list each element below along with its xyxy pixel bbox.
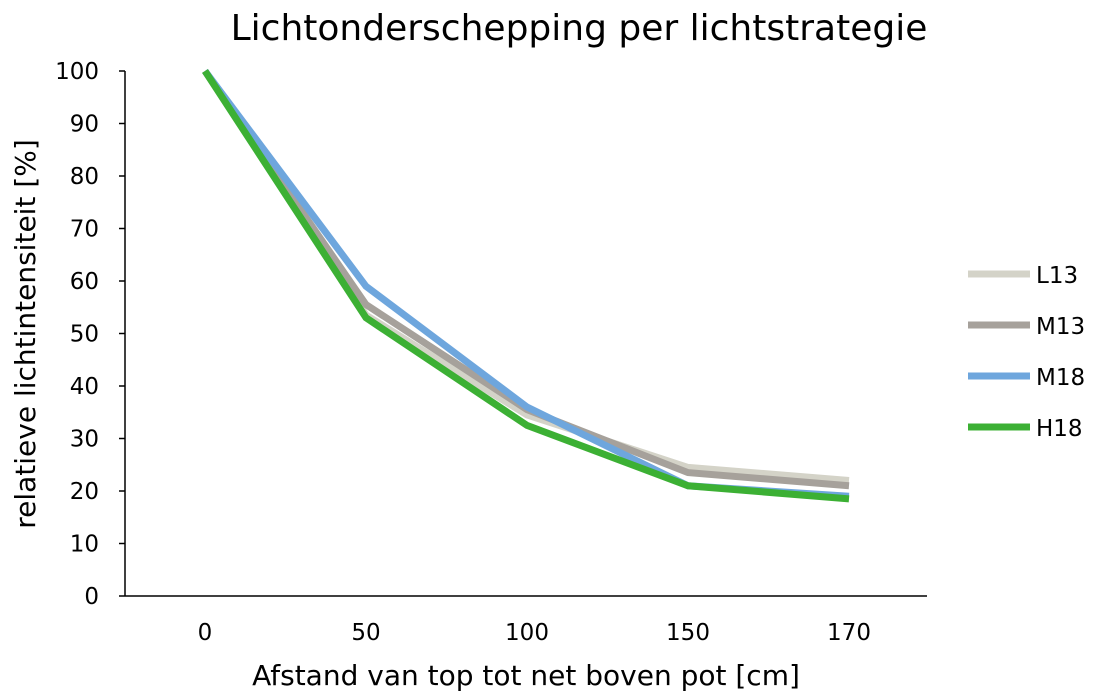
legend-label-l13: L13 xyxy=(1036,263,1078,289)
x-tick-label: 0 xyxy=(198,620,213,646)
y-axis-title: relatieve lichtintensiteit [%] xyxy=(9,139,42,529)
y-axis: 0 10 20 30 40 50 60 70 80 90 100 xyxy=(55,59,126,610)
y-tick-label: 0 xyxy=(84,584,99,610)
y-tick-label: 10 xyxy=(70,532,99,558)
y-tick-label: 60 xyxy=(70,269,99,295)
legend-label-m13: M13 xyxy=(1036,314,1085,340)
y-tick-label: 80 xyxy=(70,164,99,190)
series-line-h18 xyxy=(202,69,850,503)
y-tick-label: 70 xyxy=(70,217,99,243)
y-tick-label: 20 xyxy=(70,479,99,505)
x-tick-label: 150 xyxy=(666,620,710,646)
y-tick-label: 90 xyxy=(70,112,99,138)
y-tick-label: 100 xyxy=(55,59,99,85)
x-tick-label: 170 xyxy=(827,620,871,646)
y-tick-label: 30 xyxy=(70,427,99,453)
x-tick-label: 100 xyxy=(505,620,549,646)
series-lines xyxy=(202,68,850,503)
chart-title: Lichtonderschepping per lichtstrategie xyxy=(231,8,928,49)
series-line-l13 xyxy=(202,69,850,484)
legend-label-m18: M18 xyxy=(1036,365,1085,391)
series-line-m18 xyxy=(202,68,850,500)
x-axis: 0 50 100 150 170 xyxy=(125,595,927,646)
x-tick-label: 50 xyxy=(351,620,380,646)
y-tick-label: 40 xyxy=(70,374,99,400)
legend: L13 M13 M18 H18 xyxy=(968,263,1085,442)
legend-label-h18: H18 xyxy=(1036,416,1083,442)
y-tick-label: 50 xyxy=(70,322,99,348)
x-axis-title: Afstand van top tot net boven pot [cm] xyxy=(252,659,800,692)
